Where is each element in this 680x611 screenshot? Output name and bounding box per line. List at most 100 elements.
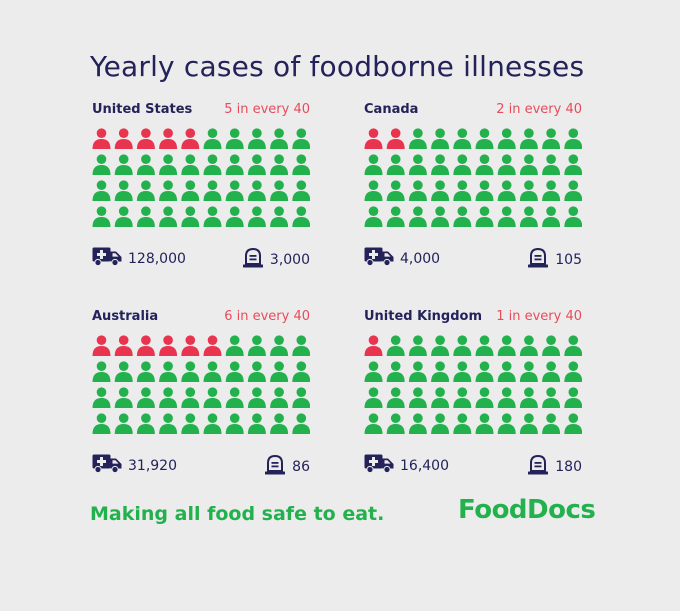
person-icon bbox=[203, 387, 222, 408]
person-icon bbox=[159, 387, 178, 408]
ratio-label: 5 in every 40 bbox=[224, 102, 310, 117]
person-icon bbox=[475, 387, 494, 408]
person-icon bbox=[453, 154, 472, 175]
person-icon bbox=[136, 413, 155, 434]
panel-header: Australia 6 in every 40 bbox=[92, 309, 310, 327]
panel-header: Canada 2 in every 40 bbox=[364, 102, 582, 120]
affected-person-icon bbox=[92, 128, 111, 149]
person-icon bbox=[92, 413, 111, 434]
person-icon bbox=[408, 413, 427, 434]
person-icon bbox=[519, 361, 538, 382]
person-icon bbox=[431, 413, 450, 434]
page-title: Yearly cases of foodborne illnesses bbox=[90, 50, 585, 83]
affected-person-icon bbox=[181, 335, 200, 356]
person-icon bbox=[564, 361, 582, 382]
person-icon bbox=[270, 335, 289, 356]
person-icon bbox=[408, 361, 427, 382]
cases-value: 31,920 bbox=[128, 458, 177, 474]
person-icon bbox=[159, 180, 178, 201]
person-icon bbox=[408, 206, 427, 227]
person-icon bbox=[431, 128, 450, 149]
person-icon bbox=[386, 387, 405, 408]
person-icon bbox=[114, 361, 133, 382]
person-icon bbox=[181, 180, 200, 201]
affected-person-icon bbox=[159, 335, 178, 356]
person-icon bbox=[292, 413, 310, 434]
person-icon bbox=[386, 154, 405, 175]
pictogram-svg bbox=[364, 335, 582, 434]
person-icon bbox=[247, 154, 266, 175]
people-grid bbox=[92, 335, 310, 439]
person-icon bbox=[181, 206, 200, 227]
person-icon bbox=[497, 128, 516, 149]
tombstone-icon bbox=[264, 454, 286, 480]
person-icon bbox=[136, 180, 155, 201]
ambulance-icon bbox=[92, 247, 122, 271]
stats-row: 128,000 3,000 bbox=[92, 247, 310, 271]
person-icon bbox=[386, 361, 405, 382]
person-icon bbox=[270, 180, 289, 201]
person-icon bbox=[270, 206, 289, 227]
person-icon bbox=[225, 413, 244, 434]
person-icon bbox=[114, 413, 133, 434]
person-icon bbox=[453, 387, 472, 408]
person-icon bbox=[497, 387, 516, 408]
person-icon bbox=[542, 180, 561, 201]
person-icon bbox=[497, 361, 516, 382]
cases-stat: 31,920 bbox=[92, 454, 177, 478]
person-icon bbox=[519, 413, 538, 434]
person-icon bbox=[247, 180, 266, 201]
person-icon bbox=[408, 335, 427, 356]
cases-stat: 128,000 bbox=[92, 247, 186, 271]
ambulance-icon bbox=[92, 454, 122, 478]
person-icon bbox=[364, 387, 383, 408]
person-icon bbox=[475, 335, 494, 356]
person-icon bbox=[364, 413, 383, 434]
person-icon bbox=[270, 387, 289, 408]
affected-person-icon bbox=[92, 335, 111, 356]
person-icon bbox=[542, 387, 561, 408]
person-icon bbox=[92, 361, 111, 382]
person-icon bbox=[225, 361, 244, 382]
person-icon bbox=[408, 154, 427, 175]
person-icon bbox=[92, 154, 111, 175]
stats-row: 16,400 180 bbox=[364, 454, 582, 478]
deaths-stat: 180 bbox=[527, 454, 582, 480]
cases-stat: 4,000 bbox=[364, 247, 440, 271]
affected-person-icon bbox=[136, 128, 155, 149]
affected-person-icon bbox=[114, 128, 133, 149]
person-icon bbox=[564, 413, 582, 434]
fooddocs-logo[interactable]: FoodDocs bbox=[458, 495, 596, 525]
person-icon bbox=[292, 154, 310, 175]
affected-person-icon bbox=[114, 335, 133, 356]
person-icon bbox=[475, 180, 494, 201]
person-icon bbox=[292, 335, 310, 356]
person-icon bbox=[431, 361, 450, 382]
person-icon bbox=[292, 361, 310, 382]
person-icon bbox=[475, 154, 494, 175]
cases-value: 16,400 bbox=[400, 458, 449, 474]
person-icon bbox=[270, 154, 289, 175]
person-icon bbox=[497, 206, 516, 227]
person-icon bbox=[364, 180, 383, 201]
person-icon bbox=[203, 206, 222, 227]
person-icon bbox=[292, 387, 310, 408]
person-icon bbox=[203, 180, 222, 201]
person-icon bbox=[431, 180, 450, 201]
person-icon bbox=[542, 361, 561, 382]
panel-header: United States 5 in every 40 bbox=[92, 102, 310, 120]
ratio-label: 1 in every 40 bbox=[496, 309, 582, 324]
person-icon bbox=[564, 154, 582, 175]
tombstone-icon bbox=[242, 247, 264, 273]
person-icon bbox=[225, 206, 244, 227]
affected-person-icon bbox=[364, 335, 383, 356]
people-grid bbox=[364, 128, 582, 232]
person-icon bbox=[431, 335, 450, 356]
person-icon bbox=[114, 180, 133, 201]
person-icon bbox=[431, 387, 450, 408]
person-icon bbox=[431, 154, 450, 175]
person-icon bbox=[364, 206, 383, 227]
ambulance-icon bbox=[364, 454, 394, 478]
person-icon bbox=[247, 361, 266, 382]
deaths-stat: 86 bbox=[264, 454, 310, 480]
